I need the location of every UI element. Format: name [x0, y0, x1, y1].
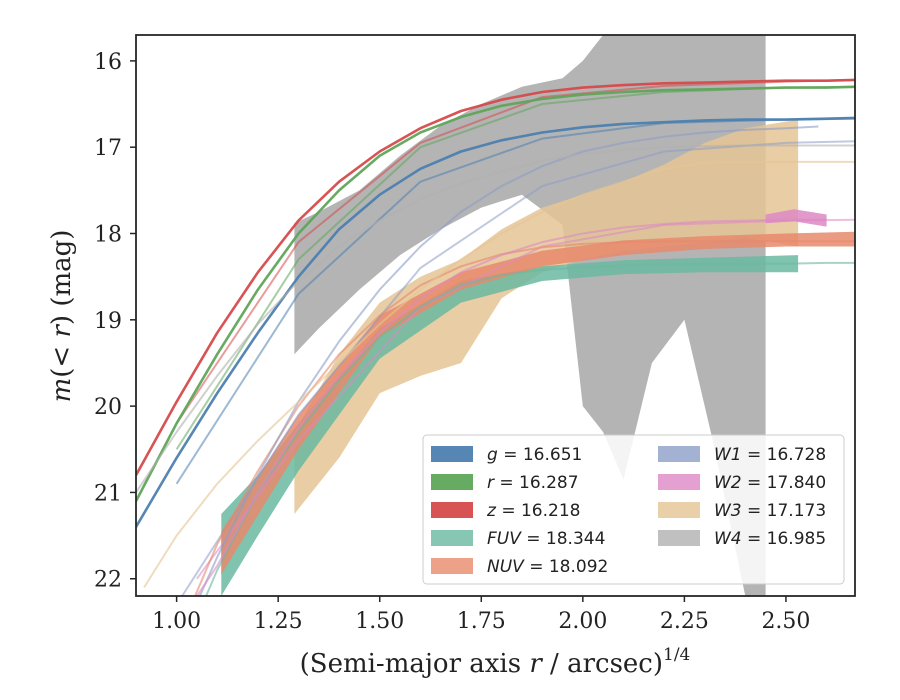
y-tick-label: 19 [94, 309, 122, 334]
curve-w4 [136, 144, 855, 493]
legend-label-w1: W1 = 16.728 [714, 445, 826, 465]
legend-swatch-w1 [658, 446, 700, 462]
x-tick-label: 1.00 [152, 609, 201, 634]
y-axis-label-open: ( [47, 368, 77, 378]
curve-z [136, 78, 855, 476]
x-axis-label-mid: / arcsec) [542, 649, 663, 679]
legend-label-nuv: NUV = 18.092 [487, 557, 608, 577]
legend-label-w4: W4 = 16.985 [714, 529, 826, 549]
curve-w3 [143, 160, 855, 588]
legend-label-fuv: FUV = 18.344 [487, 529, 605, 549]
y-tick-label: 22 [94, 568, 122, 593]
legend-label-z: z = 16.218 [486, 501, 580, 521]
x-axis-label-var: r [529, 649, 543, 679]
y-tick-label: 18 [94, 223, 122, 248]
y-axis-label-lt: < [47, 338, 77, 368]
curve-g [136, 116, 855, 528]
legend-label-w3: W3 = 17.173 [714, 501, 826, 521]
legend: g = 16.651 r = 16.287 z = 16.218 FUV = 18.3… [422, 434, 845, 585]
smooth-curve-w1 [180, 140, 855, 596]
legend-box [422, 434, 845, 585]
legend-label-w2: W2 = 17.840 [714, 473, 826, 493]
x-tick-label: 2.25 [660, 609, 709, 634]
legend-label-r: r = 16.287 [487, 473, 579, 493]
y-axis: 16 17 18 19 20 21 22 [94, 50, 136, 593]
x-tick-label: 1.50 [355, 609, 404, 634]
curve-r [136, 85, 855, 502]
curve-fuv [205, 261, 855, 596]
x-axis: 1.00 1.25 1.50 1.75 2.00 2.25 2.50 [152, 596, 810, 634]
legend-swatch-z [431, 502, 473, 518]
legend-swatch-fuv [431, 530, 473, 546]
x-tick-label: 1.75 [457, 609, 506, 634]
band-w2 [765, 209, 827, 227]
curve-w2 [196, 218, 827, 596]
x-axis-label-main: (Semi-major axis [300, 649, 530, 679]
y-tick-label: 20 [94, 395, 122, 420]
band-w3 [294, 119, 799, 514]
x-tick-label: 2.00 [558, 609, 607, 634]
x-axis-label: (Semi-major axis r / arcsec)1/4 [300, 645, 691, 679]
y-axis-label-close: ) (mag) [47, 230, 77, 326]
curve-layer [136, 78, 855, 596]
x-tick-label: 1.25 [254, 609, 303, 634]
curve-w1 [198, 125, 819, 596]
legend-swatch-r [431, 474, 473, 490]
y-axis-label-r: r [47, 324, 77, 338]
plot-frame [135, 34, 856, 597]
curve-nuv [193, 240, 855, 596]
legend-label-g: g = 16.651 [487, 445, 582, 465]
y-axis-label-m: m [47, 378, 77, 403]
legend-swatch-w2 [658, 474, 700, 490]
x-axis-label-sup: 1/4 [663, 645, 690, 665]
x-tick-label: 2.50 [761, 609, 810, 634]
legend-swatch-w4 [658, 530, 700, 546]
legend-swatch-w3 [658, 502, 700, 518]
y-tick-label: 17 [94, 136, 122, 161]
legend-swatch-nuv [431, 558, 473, 574]
y-axis-label: m(< r) (mag) [47, 230, 77, 403]
y-tick-label: 21 [94, 481, 122, 506]
y-tick-label: 16 [94, 50, 122, 75]
legend-swatch-g [431, 446, 473, 462]
